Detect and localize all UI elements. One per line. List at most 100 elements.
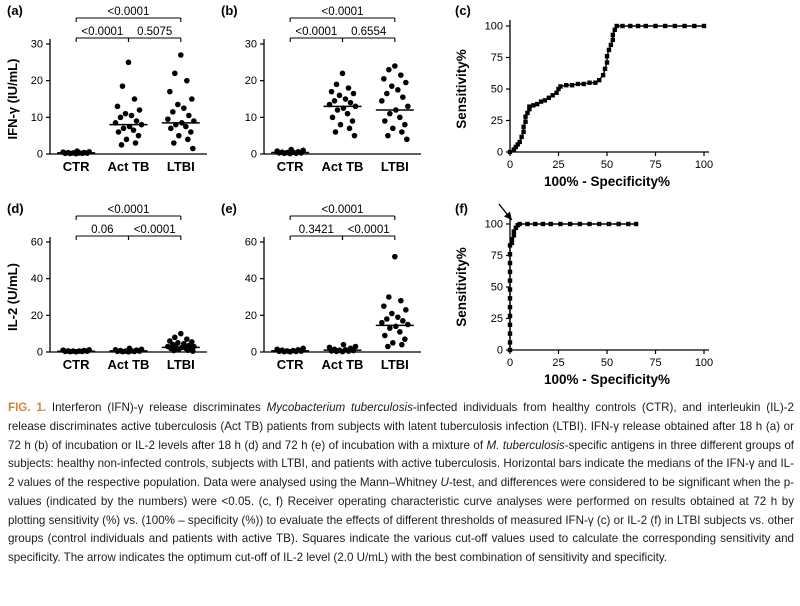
cutoff-square [507, 313, 513, 319]
data-point [175, 101, 181, 108]
panel-f-roc-il2: (f) 0 25 50 75 100 0 25 50 75 100 100% - Specificit… [452, 200, 740, 398]
y-tick-label: 50 [491, 282, 503, 294]
data-point [390, 340, 396, 346]
series-ctr [57, 148, 96, 157]
category-label: Act TB [108, 159, 150, 174]
cutoff-square [540, 221, 546, 227]
cutoff-square [610, 37, 616, 43]
cutoff-square [614, 23, 619, 29]
cutoff-square [525, 110, 530, 116]
cutoff-square [550, 93, 555, 98]
y-tick-label: 10 [31, 112, 43, 124]
figure-caption: FIG. 1. Interferon (IFN)-γ release discr… [8, 399, 794, 568]
y-tick-label: 0 [497, 147, 503, 159]
data-point [178, 330, 184, 337]
cutoff-square [513, 225, 519, 230]
cutoff-square [507, 331, 513, 336]
x-tick-label: 0 [507, 159, 513, 171]
data-point [346, 125, 353, 132]
y-tick-label: 0 [251, 149, 257, 161]
data-point [136, 107, 143, 113]
series-ltbi [375, 253, 414, 350]
category-label: Act TB [322, 357, 364, 372]
category-label: CTR [63, 159, 90, 174]
roc-cutoff-squares [507, 23, 707, 155]
cutoff-square [511, 147, 517, 152]
x-tick-label: 25 [552, 357, 564, 369]
p-value-label: <0.0001 [108, 6, 150, 18]
caption-segment: -infected individuals from healthy contr… [8, 401, 794, 452]
data-point [397, 114, 403, 121]
data-point [400, 94, 406, 100]
data-point [183, 123, 189, 130]
y-tick-label: 75 [491, 52, 503, 64]
optimum-cutoff-arrow [498, 203, 513, 221]
x-axis-title: 100% - Specificity% [544, 174, 670, 189]
data-point [122, 110, 129, 117]
category-label: LTBI [167, 159, 195, 174]
series-ctr [271, 345, 310, 355]
cutoff-square [556, 86, 561, 92]
cutoff-square [672, 23, 678, 29]
data-point [349, 118, 356, 124]
data-point [326, 344, 333, 351]
x-tick-label: 0 [507, 357, 513, 369]
series-ctr [57, 347, 96, 355]
data-point [347, 99, 354, 106]
cutoff-square [531, 103, 536, 108]
cutoff-square [507, 243, 513, 248]
data-point [333, 81, 340, 88]
cutoff-square [564, 83, 569, 88]
cutoff-square [569, 83, 575, 88]
significance-bracket: <0.0001 [127, 224, 182, 240]
category-label: Act TB [108, 357, 150, 372]
cutoff-square [608, 42, 614, 48]
y-tick-label: 25 [491, 313, 503, 325]
data-point [344, 110, 351, 117]
y-tick-label: 100 [485, 21, 503, 33]
data-point [181, 105, 187, 111]
p-value-label: <0.0001 [134, 224, 176, 236]
data-point [133, 118, 140, 124]
data-point [336, 92, 343, 99]
data-point [135, 132, 142, 139]
data-point [300, 147, 306, 154]
y-tick-label: 0 [251, 347, 257, 359]
data-point [288, 146, 294, 153]
data-point [170, 109, 176, 115]
data-point [114, 103, 121, 110]
cutoff-square [538, 99, 544, 104]
caption-segment: Interferon (IFN)-γ release discriminates [46, 401, 267, 414]
x-tick-label: 50 [601, 159, 613, 171]
x-tick-label: 100 [695, 357, 713, 369]
cutoff-square [581, 81, 586, 87]
cutoff-square [507, 304, 513, 310]
data-point [352, 343, 359, 350]
cutoff-square [643, 23, 648, 29]
cutoff-square [534, 101, 540, 107]
cutoff-square [546, 95, 551, 101]
cutoff-square [513, 144, 519, 150]
significance-bracket: <0.0001 [289, 6, 396, 22]
cutoff-square [507, 322, 513, 327]
y-tick-label: 40 [31, 273, 43, 285]
significance-bracket: 0.5075 [127, 26, 182, 42]
data-point [389, 310, 395, 317]
y-tick-label: 60 [245, 237, 257, 249]
data-point [385, 343, 391, 350]
data-point [387, 325, 393, 331]
cutoff-square [507, 149, 513, 155]
data-point [185, 136, 191, 143]
cutoff-square [567, 221, 573, 227]
data-point [403, 307, 409, 313]
p-value-label: <0.0001 [322, 6, 364, 18]
panel-b-scatter-ifng-72h: (b) 0 10 20 30 CTR Act TB LTBI <0.0001 <0.0001 0.6… [218, 2, 430, 200]
panel-a-scatter-ifng-18h: (a) 0 10 20 30 IFN-γ (IU/mL) CTR Act TB LTBI <0.0… [4, 2, 216, 200]
cutoff-square [593, 80, 598, 85]
cutoff-square [507, 347, 513, 353]
data-point [342, 96, 349, 102]
data-point [350, 90, 357, 97]
data-point [131, 96, 138, 102]
data-point [331, 346, 338, 353]
y-axis-title: Sensitivity% [454, 247, 469, 327]
